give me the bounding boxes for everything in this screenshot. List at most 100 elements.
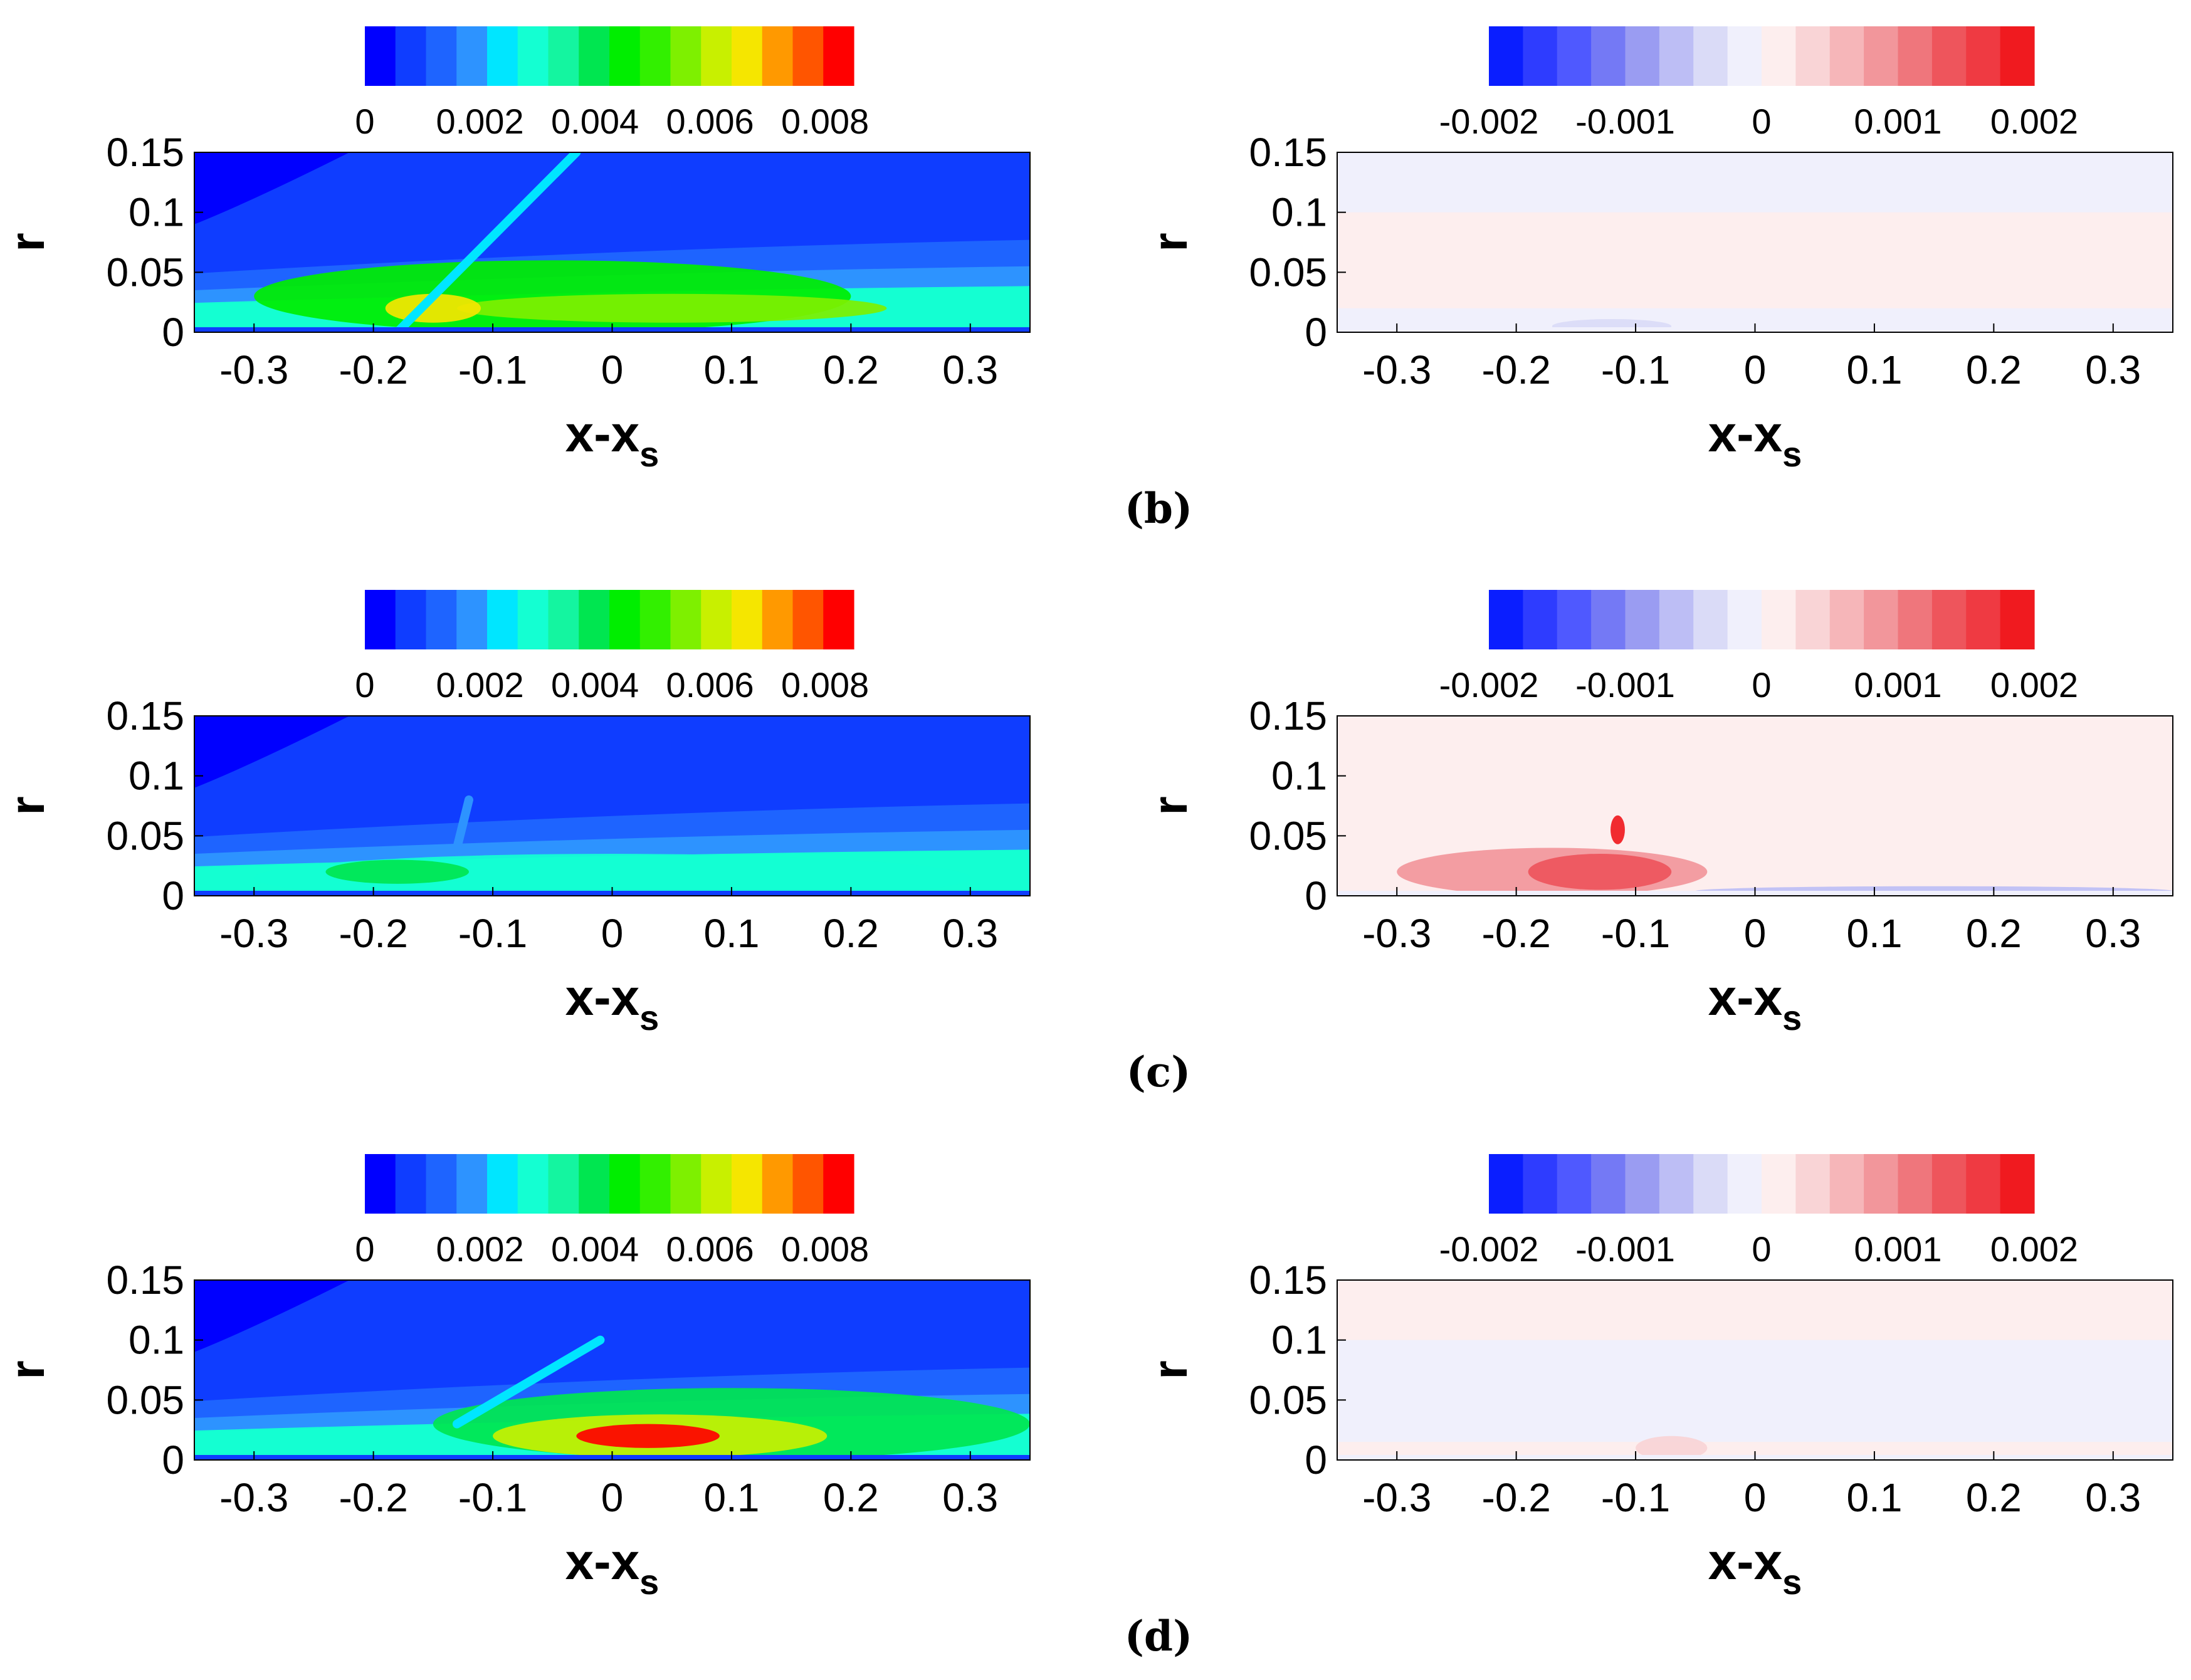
d-left-shock-line: [452, 1335, 605, 1429]
c-right-colorbar-swatch: [1898, 590, 1933, 649]
d-left-colorbar-swatch: [823, 1154, 854, 1214]
b-right-y-tick-label: 0.1: [1271, 190, 1327, 235]
c-right-x-tick-label: -0.3: [1362, 911, 1431, 956]
c-right-colorbar-swatch: [1693, 590, 1728, 649]
b-right-colorbar-tick-label: 0: [1752, 102, 1771, 141]
c-left-colorbar-swatch: [487, 590, 518, 649]
b-right-colorbar-swatch: [1693, 26, 1728, 86]
c-left-x-tick-label: -0.3: [219, 911, 288, 956]
d-right-colorbar-swatch: [1591, 1154, 1626, 1214]
d-right-colorbar-swatch: [1489, 1154, 1523, 1214]
c-right-x-axis-label: x-xs: [1708, 969, 1802, 1037]
c-right-x-tick-label: -0.2: [1482, 911, 1551, 956]
c-left-x-axis-label-subscript: s: [639, 998, 659, 1037]
b-right-colorbar-swatch: [1489, 26, 1523, 86]
c-right-colorbar-swatch: [1829, 590, 1864, 649]
c-right-colorbar-tick-label: 0.002: [1990, 665, 2078, 705]
c-left-colorbar-swatch: [456, 590, 488, 649]
c-left-contour-blob: [325, 859, 469, 884]
c-right-colorbar-swatch: [1864, 590, 1899, 649]
c-left-x-tick-label: -0.2: [339, 911, 408, 956]
c-left-colorbar-swatch: [639, 590, 671, 649]
c-left-colorbar-swatch: [365, 590, 396, 649]
b-left-colorbar-swatch: [426, 26, 457, 86]
d-left-colorbar-swatch: [579, 1154, 610, 1214]
c-left-y-tick-label: 0.1: [129, 753, 184, 799]
c-right-colorbar-swatch: [1523, 590, 1558, 649]
b-right-y-tick-label: 0.15: [1249, 130, 1327, 175]
d-right-colorbar-tick-label: -0.001: [1575, 1229, 1675, 1269]
b-left-colorbar-swatch: [732, 26, 763, 86]
d-left-colorbar-swatch: [792, 1154, 824, 1214]
c-right-contour-blob: [1610, 815, 1625, 844]
b-left-x-tick-label: 0.2: [823, 347, 879, 392]
c-right-colorbar-swatch: [1591, 590, 1626, 649]
b-right-y-tick-label: 0: [1305, 310, 1327, 355]
c-right-x-axis-label-main: x-x: [1708, 969, 1783, 1026]
c-right-colorbar-tick-label: -0.001: [1575, 665, 1675, 705]
c-right-colorbar-swatch: [1489, 590, 1523, 649]
c-right-y-tick-label: 0.05: [1249, 813, 1327, 858]
b-right-contour-band: [1337, 152, 2173, 213]
b-right-x-tick-label: 0.3: [2085, 347, 2141, 392]
c-right-field: [1337, 716, 2173, 896]
c-right-colorbar-swatch: [1931, 590, 1967, 649]
b-left-colorbar-tick-label: 0: [355, 102, 374, 141]
d-left-colorbar-swatch: [487, 1154, 518, 1214]
c-left-field: [194, 716, 1030, 896]
b-left-colorbar-swatch: [517, 26, 549, 86]
b-left-y-tick-label: 0.1: [129, 190, 184, 235]
c-left-colorbar-tick-label: 0.006: [666, 665, 754, 705]
d-right-x-axis-label-main: x-x: [1708, 1533, 1783, 1590]
b-left-x-tick-label: 0: [601, 347, 624, 392]
b-left-field: [194, 152, 1030, 332]
c-left-colorbar-swatch: [517, 590, 549, 649]
d-left-colorbar-tick-label: 0.002: [436, 1229, 523, 1269]
c-left-colorbar-tick-label: 0: [355, 665, 374, 705]
d-right-x-tick-label: 0.2: [1966, 1475, 2022, 1520]
b-left-colorbar-tick-label: 0.008: [781, 102, 869, 141]
d-left-x-axis-label: x-xs: [565, 1533, 659, 1602]
d-left-x-tick-label: -0.3: [219, 1475, 288, 1520]
c-right-colorbar-swatch: [1727, 590, 1762, 649]
d-left-freestream-core: [194, 1280, 350, 1352]
d-left-colorbar-tick-label: 0.006: [666, 1229, 754, 1269]
c-right-y-axis-label: r: [1142, 796, 1197, 815]
c-right-colorbar-swatch: [1557, 590, 1592, 649]
c-right-colorbar-tick-label: 0: [1752, 665, 1771, 705]
d-left-x-tick-label: 0.1: [703, 1475, 759, 1520]
b-right-y-tick-label: 0.05: [1249, 249, 1327, 295]
b-left-colorbar-swatch: [365, 26, 396, 86]
c-right-colorbar-tick-label: 0.001: [1854, 665, 1941, 705]
b-right-colorbar-swatch: [1966, 26, 2001, 86]
d-right-x-tick-label: -0.2: [1482, 1475, 1551, 1520]
c-left-colorbar-swatch: [609, 590, 641, 649]
d-left-colorbar-swatch: [609, 1154, 641, 1214]
c-left-colorbar-swatch: [762, 590, 794, 649]
b-left-x-tick-label: -0.3: [219, 347, 288, 392]
b-right-x-tick-label: -0.1: [1601, 347, 1670, 392]
c-left-shock-line: [452, 795, 473, 853]
b-right-field: [1337, 152, 2173, 332]
b-right-colorbar-swatch: [1727, 26, 1762, 86]
d-right-colorbar-swatch: [1864, 1154, 1899, 1214]
b-right-colorbar-swatch: [1829, 26, 1864, 86]
b-right-colorbar-tick-label: -0.002: [1439, 102, 1539, 141]
c-left-colorbar-swatch: [426, 590, 457, 649]
d-left-colorbar-swatch: [456, 1154, 488, 1214]
b-left-colorbar-swatch: [609, 26, 641, 86]
d-right-colorbar-swatch: [1523, 1154, 1558, 1214]
c-left-y-tick-label: 0: [162, 873, 184, 918]
b-right-colorbar-swatch: [1898, 26, 1933, 86]
d-left-y-tick-label: 0.1: [129, 1318, 184, 1363]
c-left-colorbar-swatch: [548, 590, 579, 649]
d-right-y-tick-label: 0.05: [1249, 1377, 1327, 1422]
c-right-y-tick-label: 0: [1305, 873, 1327, 918]
b-right-colorbar-swatch: [1523, 26, 1558, 86]
b-left-colorbar-swatch: [670, 26, 701, 86]
b-right-colorbar-swatch: [1931, 26, 1967, 86]
c-right-colorbar-swatch: [1659, 590, 1694, 649]
c-right-colorbar-swatch: [1625, 590, 1660, 649]
c-left-x-tick-label: 0.1: [703, 911, 759, 956]
c-left-colorbar-swatch: [823, 590, 854, 649]
